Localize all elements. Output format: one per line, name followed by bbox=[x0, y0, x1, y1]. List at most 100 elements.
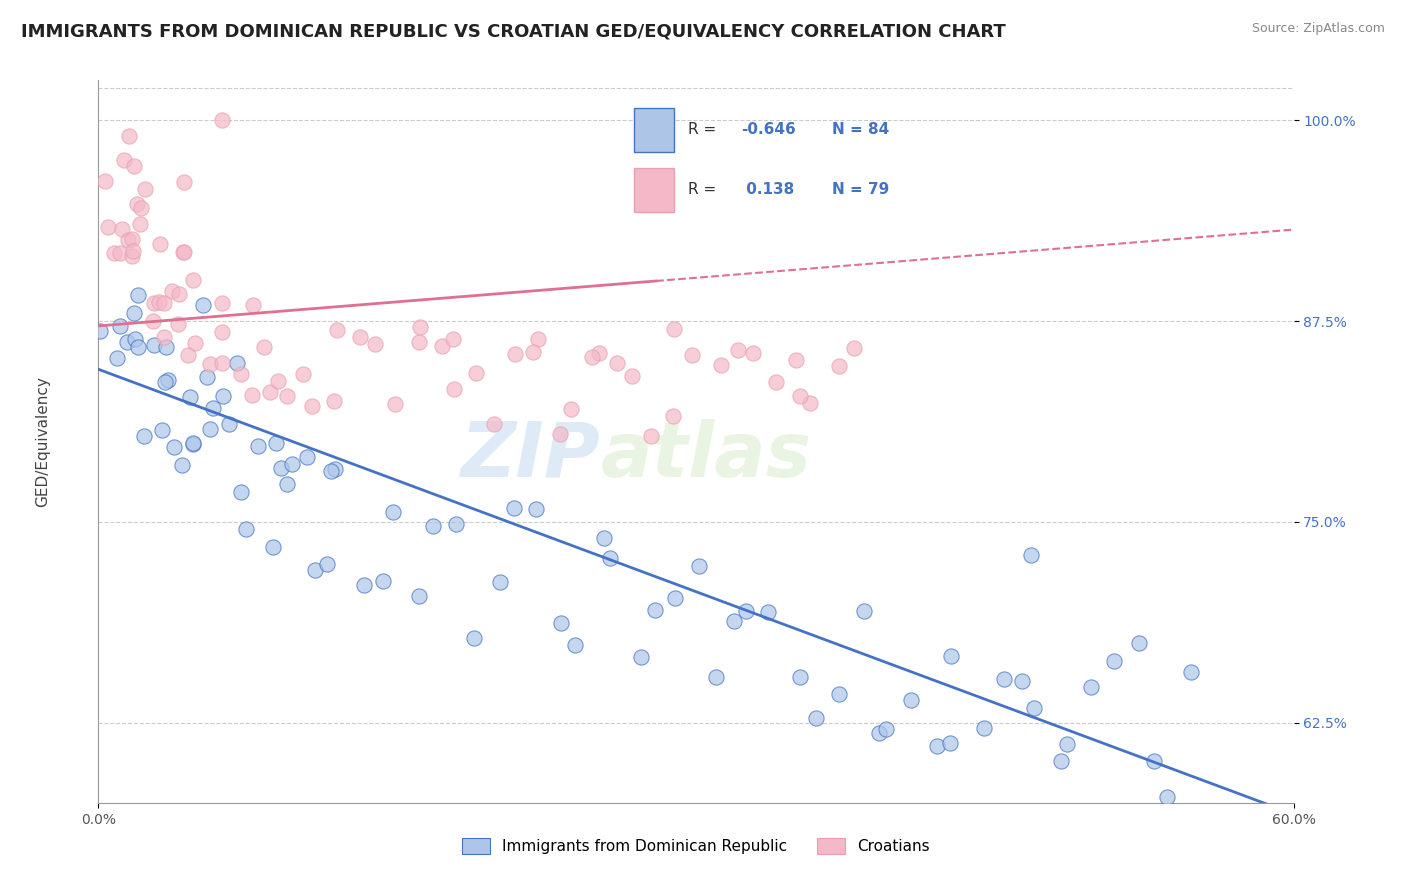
Point bbox=[142, 313, 165, 327]
Point bbox=[384, 397, 406, 411]
Point bbox=[201, 401, 224, 416]
Point bbox=[172, 458, 194, 472]
Point bbox=[422, 518, 444, 533]
Point bbox=[297, 450, 319, 464]
Point bbox=[900, 693, 922, 707]
Point bbox=[548, 426, 571, 441]
Point bbox=[1156, 789, 1178, 804]
Point bbox=[211, 112, 233, 127]
Point bbox=[828, 359, 851, 373]
Point bbox=[1102, 654, 1125, 668]
Point bbox=[681, 349, 703, 363]
Point bbox=[173, 245, 195, 260]
Point bbox=[853, 604, 876, 618]
Point bbox=[408, 319, 430, 334]
Point bbox=[364, 337, 387, 351]
Point bbox=[727, 343, 749, 357]
Point bbox=[382, 505, 405, 519]
Point bbox=[235, 522, 257, 536]
Point bbox=[465, 367, 488, 381]
Point bbox=[184, 335, 207, 350]
Point bbox=[443, 383, 465, 397]
Point bbox=[593, 531, 616, 545]
Point bbox=[527, 332, 550, 346]
Point bbox=[319, 464, 342, 478]
Point bbox=[105, 351, 128, 366]
Point bbox=[482, 417, 505, 432]
Point bbox=[211, 325, 233, 339]
Point bbox=[353, 578, 375, 592]
Point bbox=[122, 159, 145, 173]
Point bbox=[304, 563, 326, 577]
Point bbox=[264, 435, 287, 450]
Point bbox=[664, 322, 686, 336]
Point bbox=[121, 244, 143, 259]
Point bbox=[280, 457, 302, 471]
Point bbox=[524, 502, 547, 516]
Point bbox=[121, 249, 143, 263]
Point bbox=[229, 367, 252, 381]
Point bbox=[1056, 737, 1078, 751]
Point bbox=[503, 346, 526, 360]
Point bbox=[108, 245, 131, 260]
Point bbox=[710, 358, 733, 372]
Point bbox=[734, 604, 756, 618]
Point bbox=[162, 284, 184, 298]
Point bbox=[153, 330, 176, 344]
Point bbox=[662, 409, 685, 423]
Point bbox=[292, 368, 315, 382]
Point bbox=[262, 540, 284, 554]
Point bbox=[688, 558, 710, 573]
Point bbox=[371, 574, 394, 589]
Point bbox=[198, 357, 221, 371]
Point bbox=[172, 245, 194, 260]
Point bbox=[143, 295, 166, 310]
Point bbox=[198, 422, 221, 436]
Point bbox=[259, 385, 281, 400]
Point bbox=[89, 324, 111, 338]
Point bbox=[973, 721, 995, 735]
Point bbox=[723, 614, 745, 628]
Point bbox=[155, 375, 177, 389]
Point bbox=[125, 197, 148, 211]
Y-axis label: GED/Equivalency: GED/Equivalency bbox=[35, 376, 49, 507]
Point bbox=[181, 435, 204, 450]
Point bbox=[124, 332, 146, 346]
Point bbox=[242, 298, 264, 312]
Point bbox=[94, 173, 117, 187]
Point bbox=[150, 423, 173, 437]
Point bbox=[157, 373, 180, 387]
Point bbox=[789, 670, 811, 684]
Point bbox=[925, 739, 948, 754]
Point bbox=[664, 591, 686, 605]
Point bbox=[1180, 665, 1202, 679]
Point bbox=[121, 232, 143, 246]
Text: ZIP: ZIP bbox=[461, 419, 600, 493]
Point bbox=[122, 306, 145, 320]
Point bbox=[148, 295, 170, 310]
Text: IMMIGRANTS FROM DOMINICAN REPUBLIC VS CROATIAN GED/EQUIVALENCY CORRELATION CHART: IMMIGRANTS FROM DOMINICAN REPUBLIC VS CR… bbox=[21, 22, 1005, 40]
Point bbox=[229, 484, 252, 499]
Point bbox=[1019, 549, 1042, 563]
Point bbox=[115, 334, 138, 349]
Point bbox=[1080, 680, 1102, 694]
Point bbox=[149, 237, 172, 252]
Point bbox=[938, 736, 960, 750]
Point bbox=[276, 476, 298, 491]
Point bbox=[323, 394, 346, 409]
Point bbox=[1022, 701, 1045, 715]
Point bbox=[127, 340, 149, 354]
Point bbox=[112, 153, 135, 167]
Point bbox=[550, 616, 572, 631]
Point bbox=[267, 375, 290, 389]
Point bbox=[134, 182, 156, 196]
Point bbox=[218, 417, 240, 431]
Point bbox=[111, 222, 134, 236]
Point bbox=[588, 345, 610, 359]
Point bbox=[630, 650, 652, 665]
Point bbox=[167, 287, 190, 301]
Point bbox=[143, 338, 166, 352]
Point bbox=[211, 355, 233, 369]
Point bbox=[163, 440, 186, 454]
Point bbox=[560, 401, 582, 416]
